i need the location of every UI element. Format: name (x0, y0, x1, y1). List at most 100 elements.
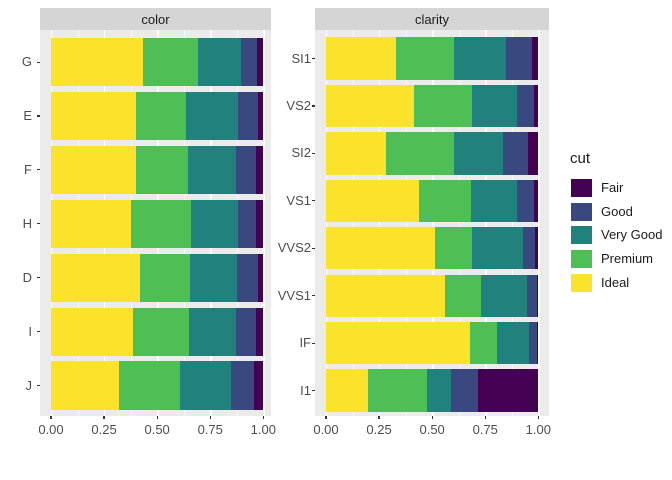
legend-key-good (571, 202, 592, 221)
y-axis-label-F: F (24, 161, 32, 177)
y-axis-label-G: G (21, 54, 32, 70)
bar-row-J (51, 361, 264, 410)
y-axis-label-IF: IF (299, 335, 311, 351)
bar-row-H (51, 199, 264, 248)
y-axis-tick (36, 61, 40, 63)
bar-segment-fair (256, 145, 264, 194)
bar-segment-fair (527, 132, 539, 175)
bar-segment-very-good (471, 84, 517, 128)
bar-segment-good (241, 38, 258, 87)
facet-strip-clarity-title: clarity (415, 11, 449, 27)
x-axis-tick (103, 416, 105, 420)
bar-segment-fair (257, 38, 264, 87)
bar-segment-premium (413, 84, 472, 128)
y-axis-tick (311, 200, 315, 202)
bar-segment-good (517, 179, 534, 223)
bar-segment-premium (118, 361, 180, 410)
y-axis-label-J: J (25, 377, 33, 393)
y-axis-tick (311, 105, 315, 107)
legend-key-very-good (571, 226, 592, 245)
bar-segment-good (526, 274, 538, 317)
bar-row-IF (326, 322, 539, 365)
legend-label-very-good: Very Good (601, 227, 663, 243)
legend-label-good: Good (601, 203, 633, 219)
y-axis-label-I: I (28, 323, 32, 339)
bar-segment-good (528, 322, 538, 365)
y-axis-label-VS1: VS1 (286, 192, 311, 208)
bar-segment-fair (255, 199, 264, 248)
bar-segment-very-good (190, 253, 238, 302)
bar-segment-fair (535, 227, 539, 270)
facet-strip-color: color (40, 8, 271, 30)
legend-key-premium (571, 250, 592, 269)
bar-segment-ideal (51, 361, 119, 410)
legend-key-ideal (571, 273, 592, 292)
bar-row-I1 (326, 369, 539, 412)
y-axis-tick (36, 384, 40, 387)
gridline-major (538, 30, 540, 416)
bar-segment-premium (435, 227, 472, 270)
y-axis-tick (311, 342, 315, 344)
bar-segment-fair (254, 361, 264, 410)
y-axis-label-VS2: VS2 (286, 97, 311, 113)
gridline-minor (511, 30, 513, 416)
legend-label-ideal: Ideal (601, 274, 630, 290)
x-axis-tick-label: 1.00 (525, 422, 551, 437)
y-axis-label-I1: I1 (300, 382, 311, 398)
bar-segment-premium (419, 179, 471, 223)
bar-segment-premium (130, 199, 191, 248)
facet-strip-clarity: clarity (315, 8, 549, 30)
bar-row-G (51, 38, 264, 87)
bar-segment-fair (533, 84, 539, 128)
x-axis-tick (50, 416, 52, 420)
bar-segment-very-good (188, 307, 236, 356)
bar-segment-very-good (497, 322, 529, 365)
bar-segment-good (516, 84, 534, 128)
y-axis-tick (311, 390, 315, 392)
bar-segment-ideal (326, 369, 368, 412)
gridline-major (485, 30, 487, 416)
x-axis-tick-label: 0.50 (419, 422, 445, 437)
bar-segment-good (231, 361, 255, 410)
bar-segment-good (237, 199, 256, 248)
y-axis-tick (36, 115, 40, 117)
bar-row-VVS2 (326, 227, 539, 270)
y-axis-tick (36, 169, 40, 171)
bar-row-VS1 (326, 179, 539, 223)
x-axis-tick (431, 416, 433, 420)
bar-segment-fair (258, 253, 264, 302)
bar-row-E (51, 91, 264, 141)
bar-segment-ideal (51, 253, 140, 302)
bar-segment-ideal (326, 227, 436, 270)
x-axis-tick-label: 0.25 (366, 422, 392, 437)
bar-segment-very-good (190, 199, 238, 248)
bar-segment-premium (135, 91, 187, 141)
gridline-major (379, 30, 381, 416)
bar-segment-good (236, 307, 257, 356)
bar-row-SI2 (326, 132, 539, 175)
bar-row-I (51, 307, 264, 356)
y-axis-tick (36, 277, 40, 279)
bar-segment-premium (395, 37, 454, 80)
bar-segment-fair (531, 37, 539, 80)
x-axis-tick (262, 416, 264, 420)
x-axis-tick (378, 416, 380, 420)
bar-segment-very-good (426, 369, 451, 412)
bar-segment-very-good (187, 145, 237, 194)
y-axis-label-SI2: SI2 (291, 145, 311, 161)
y-axis-label-E: E (23, 108, 32, 123)
gridline-minor (405, 30, 407, 416)
y-axis-label-H: H (22, 215, 32, 231)
bar-segment-ideal (51, 145, 137, 194)
bar-row-D (51, 253, 264, 302)
y-axis-tick (311, 247, 315, 249)
bar-segment-very-good (179, 361, 232, 410)
bar-segment-premium (139, 253, 191, 302)
panel-color (40, 30, 271, 416)
gridline-major (432, 30, 434, 416)
bar-segment-very-good (186, 91, 239, 141)
y-axis-label-SI1: SI1 (291, 50, 311, 66)
bar-segment-premium (367, 369, 427, 412)
x-axis-tick-label: 0.00 (38, 422, 64, 437)
